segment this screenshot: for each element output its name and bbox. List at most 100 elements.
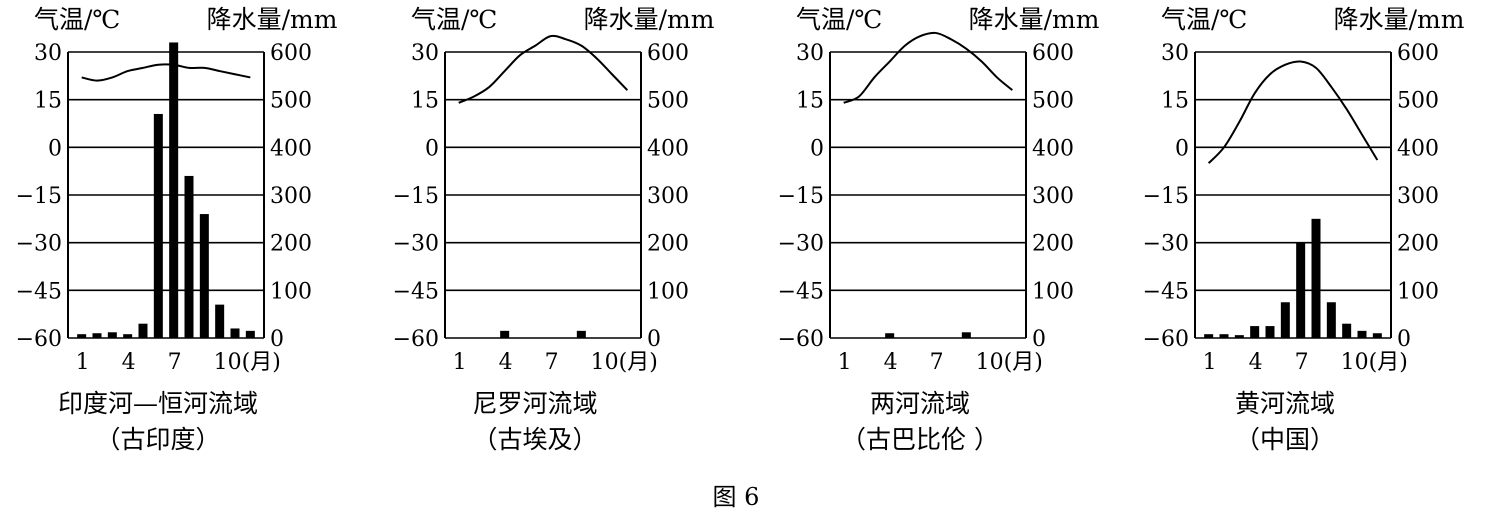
precipitation-bar: [153, 113, 163, 338]
precipitation-tick-label: 200: [1397, 232, 1439, 257]
month-tick-label: 10(月): [1341, 350, 1408, 375]
precipitation-tick-label: 600: [1397, 41, 1439, 66]
chart-title: 印度河—恒河流域: [58, 389, 258, 418]
temperature-tick-label: 0: [1175, 136, 1189, 161]
precipitation-tick-label: 300: [270, 184, 312, 209]
temperature-tick-label: −30: [1143, 232, 1189, 257]
precipitation-bar: [576, 330, 586, 338]
chart-subtitle: （古巴比伦 ）: [841, 425, 999, 454]
temperature-tick-label: −15: [1143, 184, 1189, 209]
precipitation-bar: [1204, 334, 1214, 338]
precipitation-bar: [169, 42, 179, 338]
temperature-tick-label: −60: [393, 327, 439, 352]
precipitation-bar: [1234, 335, 1244, 338]
temperature-tick-label: −30: [16, 232, 62, 257]
precipitation-tick-label: 400: [1032, 136, 1074, 161]
month-tick-label: 4: [1249, 350, 1263, 375]
temperature-tick-label: 15: [411, 89, 439, 114]
precipitation-axis-label: 降水量/mm: [1334, 5, 1465, 34]
precipitation-tick-label: 300: [647, 184, 689, 209]
precipitation-bar: [215, 304, 225, 338]
precipitation-tick-label: 400: [647, 136, 689, 161]
precipitation-bar: [245, 330, 255, 338]
precipitation-tick-label: 400: [270, 136, 312, 161]
precipitation-bar: [1219, 334, 1229, 338]
precipitation-bar: [123, 334, 133, 338]
month-tick-label: 1: [76, 350, 90, 375]
precipitation-bar: [199, 214, 209, 338]
temperature-tick-label: −15: [778, 184, 824, 209]
precipitation-tick-label: 100: [1397, 279, 1439, 304]
precipitation-bar: [961, 332, 971, 338]
precipitation-tick-label: 300: [1397, 184, 1439, 209]
precipitation-tick-label: 200: [1032, 232, 1074, 257]
precipitation-bar: [1357, 330, 1367, 338]
chart-title: 黄河流域: [1235, 389, 1335, 418]
chart-subtitle: （古印度）: [95, 425, 220, 454]
month-tick-label: 1: [453, 350, 467, 375]
month-tick-label: 7: [930, 350, 944, 375]
precipitation-axis-label: 降水量/mm: [207, 5, 338, 34]
month-tick-label: 1: [838, 350, 852, 375]
precipitation-tick-label: 500: [647, 89, 689, 114]
figure-label: 图 6: [713, 483, 760, 511]
precipitation-tick-label: 600: [1032, 41, 1074, 66]
precipitation-tick-label: 100: [647, 279, 689, 304]
temperature-tick-label: −45: [1143, 279, 1189, 304]
temperature-axis-label: 气温/℃: [1161, 5, 1247, 34]
precipitation-tick-label: 500: [1397, 89, 1439, 114]
temperature-line: [81, 63, 251, 82]
temperature-tick-label: 30: [796, 41, 824, 66]
temperature-tick-label: 0: [48, 136, 62, 161]
month-tick-label: 1: [1203, 350, 1217, 375]
temperature-tick-label: −60: [16, 327, 62, 352]
temperature-tick-label: −30: [393, 232, 439, 257]
precipitation-bar: [1342, 323, 1352, 338]
month-tick-label: 7: [545, 350, 559, 375]
precipitation-tick-label: 0: [647, 327, 661, 352]
month-tick-label: 10(月): [591, 350, 658, 375]
temperature-tick-label: 30: [1161, 41, 1189, 66]
chart-subtitle: （中国）: [1235, 425, 1335, 454]
precipitation-bar: [230, 328, 240, 338]
month-tick-label: 4: [884, 350, 898, 375]
precipitation-bar: [1311, 218, 1321, 338]
precipitation-bar: [184, 175, 194, 338]
precipitation-bar: [1280, 302, 1290, 338]
chart-title: 尼罗河流域: [472, 389, 597, 418]
precipitation-axis-label: 降水量/mm: [584, 5, 715, 34]
temperature-tick-label: −15: [16, 184, 62, 209]
temperature-tick-label: 15: [1161, 89, 1189, 114]
precipitation-bar: [1372, 333, 1382, 338]
precipitation-bar: [92, 333, 102, 338]
precipitation-bar: [1250, 326, 1260, 338]
temperature-axis-label: 气温/℃: [411, 5, 497, 34]
month-tick-label: 7: [1295, 350, 1309, 375]
chart-panel-1: 气温/℃ 降水量/mm 30 600 15 500 0 400 −15 300 −30 200 −45 1…: [16, 5, 338, 454]
month-tick-label: 10(月): [976, 350, 1043, 375]
precipitation-tick-label: 100: [270, 279, 312, 304]
chart-subtitle: （古埃及）: [472, 425, 597, 454]
precipitation-bar: [500, 330, 510, 338]
precipitation-bar: [107, 332, 117, 338]
precipitation-tick-label: 100: [1032, 279, 1074, 304]
temperature-tick-label: 15: [796, 89, 824, 114]
precipitation-tick-label: 200: [270, 232, 312, 257]
precipitation-bar: [1326, 302, 1336, 338]
temperature-line: [458, 34, 629, 104]
temperature-tick-label: −15: [393, 184, 439, 209]
temperature-tick-label: −60: [1143, 327, 1189, 352]
precipitation-bar: [138, 323, 148, 338]
precipitation-tick-label: 600: [270, 41, 312, 66]
temperature-line: [843, 31, 1013, 104]
temperature-tick-label: 30: [34, 41, 62, 66]
precipitation-tick-label: 400: [1397, 136, 1439, 161]
precipitation-tick-label: 600: [647, 41, 689, 66]
precipitation-tick-label: 200: [647, 232, 689, 257]
temperature-tick-label: 30: [411, 41, 439, 66]
temperature-axis-label: 气温/℃: [796, 5, 882, 34]
chart-panel-3: 气温/℃ 降水量/mm 30 600 15 500 0 400 −15 300 −30 200 −45 1…: [778, 5, 1100, 454]
precipitation-tick-label: 0: [1032, 327, 1046, 352]
temperature-axis-label: 气温/℃: [34, 5, 120, 34]
